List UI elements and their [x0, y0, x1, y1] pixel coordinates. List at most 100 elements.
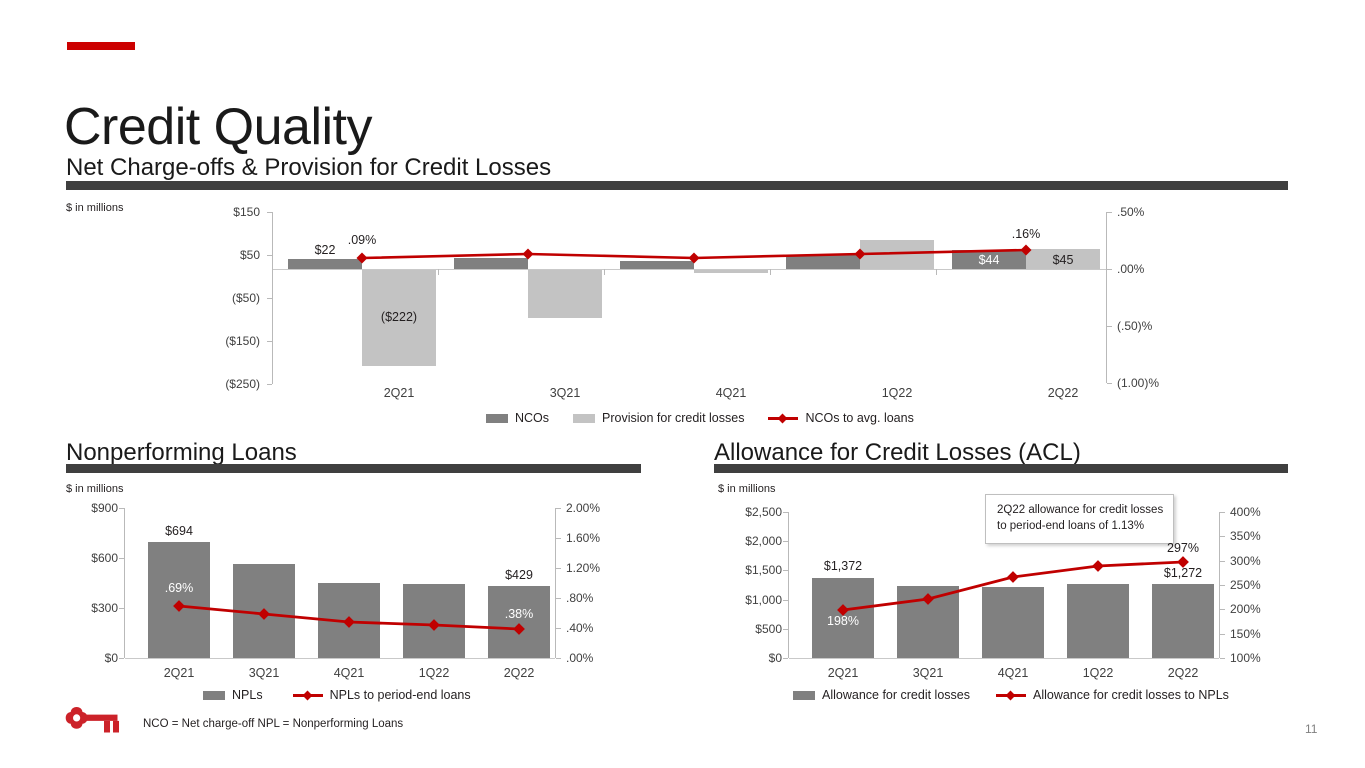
acl-baseline — [789, 658, 1219, 659]
legend-swatch-provision-icon — [573, 413, 596, 423]
nco-left-tick-0 — [267, 212, 272, 213]
nco-right-tick-0 — [1107, 212, 1112, 213]
acl-ytick-5: $0 — [768, 651, 782, 665]
legend-item-allowance: Allowance for credit losses — [793, 688, 970, 702]
nco-left-axis — [272, 212, 273, 384]
nco-cat-tick-2 — [770, 269, 771, 275]
npl-baseline — [125, 658, 555, 659]
acl-ytick-3: $1,000 — [745, 593, 782, 607]
bar-provision-2q21 — [362, 270, 436, 366]
legend-swatch-npls-icon — [203, 690, 225, 700]
bar-npl-2q21 — [148, 542, 210, 658]
nco-y2tick-2: (.50)% — [1117, 319, 1153, 333]
nco-left-tick-2 — [267, 298, 272, 299]
bar-acl-3q21 — [897, 586, 959, 658]
acl-right-axis — [1219, 512, 1220, 658]
nco-cat-tick-0 — [438, 269, 439, 275]
section-heading-npl: Nonperforming Loans — [66, 439, 297, 466]
nco-ytick-4: ($250) — [225, 377, 260, 391]
chart-nonperforming-loans: $900 $600 $300 $0 2.00% 1.60% 1.20% .80%… — [0, 498, 680, 688]
acl-callout: 2Q22 allowance for credit losses to peri… — [985, 494, 1175, 544]
nco-left-tick-1 — [267, 255, 272, 256]
npl-right-tick-1 — [556, 538, 561, 539]
acl-y2tick-6: 100% — [1230, 651, 1261, 665]
nco-cat-1: 3Q21 — [549, 386, 581, 400]
section-rule-npl — [66, 464, 641, 473]
nco-ytick-3: ($150) — [225, 334, 260, 348]
bar-npl-2q22 — [488, 586, 550, 658]
legend-line-marker-acl-icon — [995, 690, 1026, 700]
acl-y2tick-3: 250% — [1230, 578, 1261, 592]
legend-label-allowance-to-npls: Allowance for credit losses to NPLs — [1032, 688, 1229, 702]
page-title: Credit Quality — [64, 97, 373, 156]
npl-cat-4: 2Q22 — [503, 666, 535, 680]
bar-npl-1q22 — [403, 584, 465, 658]
npl-left-axis — [124, 508, 125, 658]
bar-acl-4q21 — [982, 587, 1044, 658]
npl-y2tick-0: 2.00% — [566, 501, 601, 515]
section-rule-acl — [714, 464, 1288, 473]
npl-y2tick-4: .40% — [566, 621, 594, 635]
nco-right-tick-2 — [1107, 326, 1112, 327]
npl-right-tick-3 — [556, 598, 561, 599]
nco-right-tick-3 — [1107, 383, 1112, 384]
acl-ytick-2: $1,500 — [745, 563, 782, 577]
page-number: 11 — [1305, 722, 1318, 736]
legend-item-npls-to-period-end-loans: NPLs to period-end loans — [292, 688, 471, 702]
npl-y2tick-5: .00% — [566, 651, 594, 665]
npl-right-tick-4 — [556, 628, 561, 629]
legend-label-provision: Provision for credit losses — [602, 411, 745, 425]
bar-label-acl-2q22: $1,272 — [1163, 566, 1203, 580]
acl-left-tick-3 — [783, 600, 788, 601]
nco-right-axis — [1106, 212, 1107, 383]
bar-nco-2q21 — [288, 259, 362, 269]
bar-label-provision-2q22: $45 — [1052, 253, 1074, 267]
legend-acl-chart: Allowance for credit losses Allowance fo… — [793, 688, 1229, 702]
acl-right-tick-0 — [1220, 512, 1225, 513]
npl-left-tick-0 — [119, 508, 124, 509]
bar-label-provision-2q21: ($222) — [380, 310, 418, 324]
nco-left-tick-3 — [267, 341, 272, 342]
acl-right-tick-6 — [1220, 658, 1225, 659]
npl-right-axis — [555, 508, 556, 658]
legend-item-allowance-to-npls: Allowance for credit losses to NPLs — [995, 688, 1229, 702]
acl-callout-line1: 2Q22 allowance for credit losses — [997, 504, 1164, 516]
nco-cat-0: 2Q21 — [383, 386, 415, 400]
npl-cat-2: 4Q21 — [333, 666, 365, 680]
section-heading-nco: Net Charge-offs & Provision for Credit L… — [66, 154, 552, 181]
bar-npl-4q21 — [318, 583, 380, 658]
bar-label-npl-2q21: $694 — [165, 524, 193, 538]
bar-nco-3q21 — [454, 258, 528, 269]
bar-provision-2q22 — [1026, 249, 1100, 269]
bar-acl-1q22 — [1067, 584, 1129, 658]
acl-left-tick-1 — [783, 541, 788, 542]
acl-cat-3: 1Q22 — [1082, 666, 1114, 680]
acl-ytick-4: $500 — [755, 622, 782, 636]
bar-label-nco-2q22: $44 — [978, 253, 1000, 267]
chart-allowance-for-credit-losses: $2,500 $2,000 $1,500 $1,000 $500 $0 400%… — [680, 498, 1365, 688]
acl-cat-0: 2Q21 — [827, 666, 859, 680]
nco-left-tick-4 — [267, 384, 272, 385]
acl-y2tick-5: 150% — [1230, 627, 1261, 641]
point-label-acl-pct-2q22: 297% — [1167, 541, 1199, 555]
npl-ytick-2: $300 — [91, 601, 118, 615]
legend-swatch-allowance-icon — [793, 690, 815, 700]
npl-cat-0: 2Q21 — [163, 666, 195, 680]
npl-left-tick-2 — [119, 608, 124, 609]
legend-line-marker-npl-icon — [292, 690, 323, 700]
nco-ytick-1: $50 — [239, 248, 260, 262]
acl-y2tick-2: 300% — [1230, 554, 1261, 568]
acl-right-tick-3 — [1220, 585, 1225, 586]
npl-left-tick-3 — [119, 658, 124, 659]
key-logo-icon — [65, 707, 119, 733]
npl-right-tick-2 — [556, 568, 561, 569]
legend-label-npls: NPLs — [232, 688, 263, 702]
nco-y2tick-3: (1.00)% — [1117, 376, 1160, 390]
acl-right-tick-4 — [1220, 609, 1225, 610]
bar-nco-1q22 — [786, 255, 860, 269]
bar-provision-4q21 — [694, 270, 768, 273]
accent-bar — [67, 42, 135, 50]
acl-cat-4: 2Q22 — [1167, 666, 1199, 680]
legend-item-ncos: NCOs — [486, 411, 549, 425]
